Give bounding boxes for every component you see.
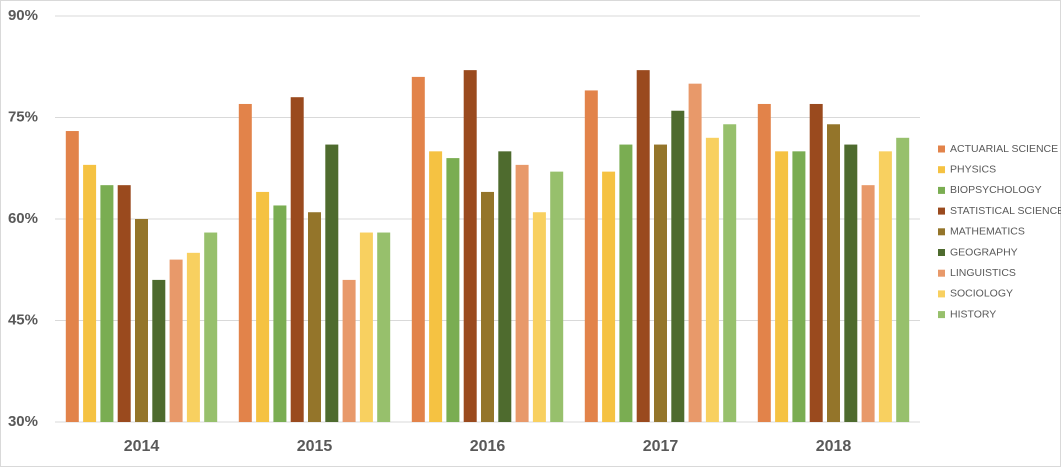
legend-label: BIOPSYCHOLOGY: [950, 184, 1042, 196]
bar: [152, 279, 166, 422]
bar: [723, 124, 737, 423]
bar: [308, 212, 321, 422]
bar: [636, 70, 650, 422]
x-tick-label: 2015: [297, 438, 333, 455]
legend-label: STATISTICAL SCIENCE: [950, 205, 1061, 217]
bar: [844, 144, 858, 423]
bar: [532, 212, 546, 422]
bar: [481, 191, 494, 422]
y-tick-label: 75%: [8, 108, 38, 125]
bar: [273, 205, 287, 422]
legend-swatch: [938, 145, 945, 153]
bar: [135, 219, 148, 422]
legend-swatch: [938, 290, 945, 298]
bar: [775, 151, 789, 423]
bar: [809, 103, 823, 422]
bar: [325, 144, 339, 423]
bar: [342, 279, 356, 422]
bar: [446, 158, 460, 422]
bar: [705, 137, 719, 423]
bar: [117, 185, 131, 422]
bar: [186, 252, 200, 422]
bar: [671, 110, 685, 422]
legend-swatch: [938, 228, 945, 236]
legend-swatch: [938, 166, 945, 174]
bar: [204, 232, 218, 422]
bar: [757, 103, 771, 422]
x-tick-label: 2017: [643, 438, 679, 455]
bar: [619, 144, 633, 423]
legend-label: ACTUARIAL SCIENCE: [950, 143, 1058, 155]
x-tick-label: 2016: [470, 438, 506, 455]
bar: [654, 144, 667, 423]
bar: [792, 151, 806, 423]
y-tick-label: 45%: [8, 311, 38, 328]
bar: [584, 90, 598, 422]
legend-swatch: [938, 311, 945, 319]
legend-swatch: [938, 249, 945, 256]
legend-swatch: [938, 207, 945, 215]
legend-swatch: [938, 186, 945, 194]
bar: [411, 76, 425, 423]
bar: [65, 131, 79, 423]
bar: [238, 103, 252, 422]
bar: [256, 191, 270, 422]
bar: [688, 83, 702, 423]
legend-label: MATHEMATICS: [950, 226, 1025, 238]
legend-label: PHYSICS: [950, 163, 996, 175]
y-tick-label: 30%: [8, 413, 38, 430]
bar: [83, 164, 97, 422]
bar: [463, 70, 477, 422]
bar: [550, 171, 564, 422]
bar: [878, 151, 892, 423]
bar: [602, 171, 616, 422]
bar: [359, 232, 373, 422]
x-tick-label: 2018: [816, 438, 852, 455]
bar: [498, 151, 512, 423]
bar: [827, 124, 840, 423]
bar: [377, 232, 391, 422]
bar: [861, 185, 875, 422]
legend-swatch: [938, 269, 945, 277]
bar: [896, 137, 910, 423]
legend-label: HISTORY: [950, 308, 996, 320]
bar: [290, 97, 304, 422]
legend-label: GEOGRAPHY: [950, 246, 1018, 258]
bar: [429, 151, 443, 423]
bar: [515, 164, 529, 422]
x-tick-label: 2014: [124, 438, 160, 455]
y-tick-label: 90%: [8, 7, 38, 24]
legend-label: LINGUISTICS: [950, 267, 1016, 279]
bar: [169, 259, 183, 422]
y-tick-label: 60%: [8, 210, 38, 227]
legend-label: SOCIOLOGY: [950, 288, 1013, 300]
bar: [100, 185, 114, 422]
